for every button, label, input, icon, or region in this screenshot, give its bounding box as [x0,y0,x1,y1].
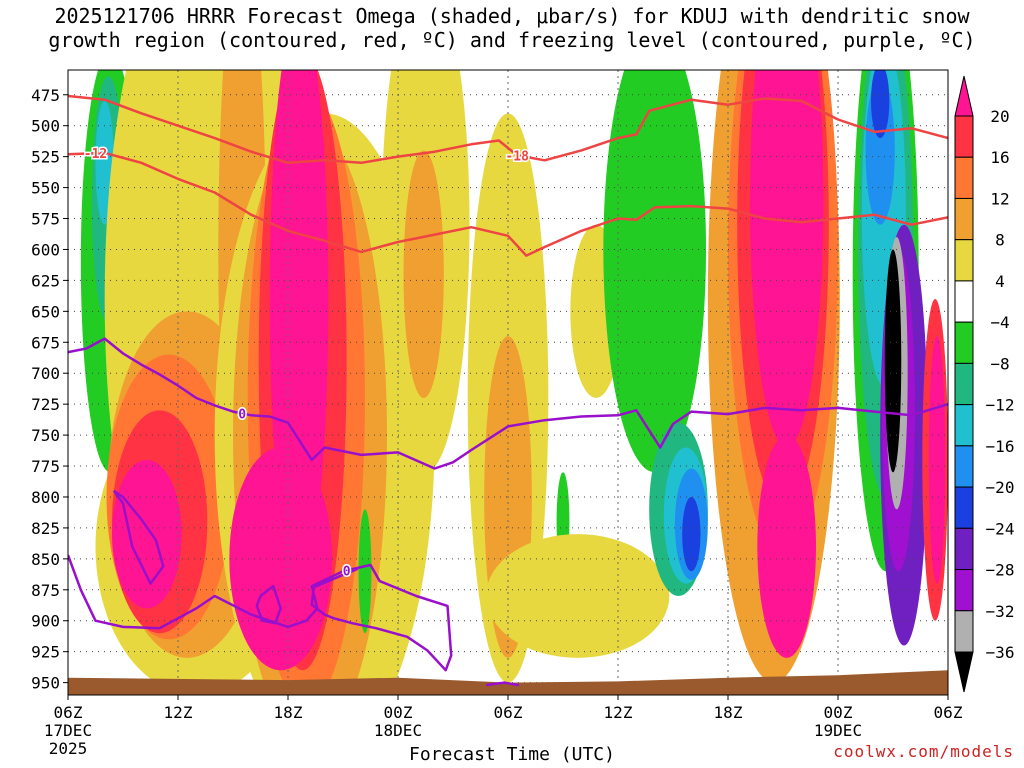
freezing-contour [68,554,453,672]
y-tick-label: 500 [31,117,60,136]
colorbar-segment [954,280,974,323]
colorbar-label: −32 [986,602,1015,621]
colorbar: 20 16 12 8 4 −4 −8 −12 −16 −20 −24 −28 −32 −36 [954,75,1015,693]
y-tick-label: 575 [31,210,60,229]
colorbar-segment [954,197,974,241]
y-tick-label: 700 [31,364,60,383]
omega-shade-region [884,249,902,473]
freezing-contour-label: 0 [238,407,246,422]
colorbar-segment [954,527,974,571]
chart-title: 2025121706 HRRR Forecast Omega (shaded, … [0,4,1024,52]
dendritic-contour-label: -12 [84,147,107,162]
title-line-1: 2025121706 HRRR Forecast Omega (shaded, … [54,4,970,28]
colorbar-label: −16 [986,437,1015,456]
colorbar-label: 20 [990,107,1009,126]
colorbar-label: −4 [990,313,1009,332]
omega-shade-region [682,496,701,572]
y-axis: 475 500 525 550 575 600 625 650 675 700 725 750 775 8… [31,86,68,693]
x-tick-year-label: 2025 [49,739,88,758]
dendritic-contour [68,94,948,165]
colorbar-segment [954,404,974,447]
colorbar-label: 4 [995,272,1005,291]
colorbar-label: −36 [986,643,1015,662]
freezing-contour-label: 0 [343,564,351,579]
y-tick-label: 600 [31,240,60,259]
omega-shade-region [750,70,824,448]
colorbar-label: −24 [986,519,1015,538]
x-tick-date-label: 18DEC [374,721,422,740]
colorbar-label: −20 [986,478,1015,497]
x-axis-title: Forecast Time (UTC) [409,744,615,765]
colorbar-label: 8 [995,231,1005,250]
y-tick-label: 850 [31,550,60,569]
x-tick-date-label: 17DEC [44,721,92,740]
x-tick-date-label: 19DEC [814,721,862,740]
title-line-2: growth region (contoured, red, ºC) and f… [48,28,976,52]
colorbar-top-arrow [954,75,974,117]
y-tick-label: 650 [31,302,60,321]
omega-shade-region [358,509,372,634]
x-tick-label: 06Z [934,703,963,722]
y-tick-label: 675 [31,333,60,352]
omega-shade-region [871,70,890,139]
contour-lines: -12 -18 0 0 [68,94,948,687]
omega-shade-region [603,70,706,473]
y-tick-label: 800 [31,488,60,507]
y-tick-label: 875 [31,581,60,600]
colorbar-segment [954,445,974,488]
y-tick-label: 475 [31,86,60,105]
y-tick-label: 825 [31,519,60,538]
omega-shading [80,70,948,695]
colorbar-label: 16 [990,148,1009,167]
colorbar-bottom-arrow [954,651,974,693]
colorbar-label: −8 [990,354,1009,373]
dendritic-contour [68,151,948,257]
colorbar-label: −12 [986,396,1015,415]
colorbar-segment [954,362,974,406]
omega-shade-region [486,534,670,658]
colorbar-segment [954,569,974,612]
freezing-contour [485,681,520,687]
x-tick-label: 06Z [494,703,523,722]
colorbar-label: −28 [986,561,1015,580]
y-tick-label: 625 [31,271,60,290]
omega-shade-region [403,150,444,398]
omega-shade-region [229,447,332,671]
y-tick-label: 725 [31,395,60,414]
colorbar-segment [954,610,974,653]
x-tick-label: 18Z [274,703,303,722]
colorbar-segment [954,115,974,158]
y-tick-label: 525 [31,148,60,167]
y-tick-label: 925 [31,643,60,662]
y-tick-label: 775 [31,457,60,476]
colorbar-label: 12 [990,189,1009,208]
y-tick-label: 900 [31,612,60,631]
y-tick-label: 950 [31,674,60,693]
x-tick-label: 06Z [54,703,83,722]
omega-shade-region [112,459,182,609]
x-tick-label: 18Z [714,703,743,722]
x-tick-label: 00Z [824,703,853,722]
freezing-contour [255,584,282,625]
colorbar-segment [954,239,974,282]
colorbar-segment [954,156,974,199]
x-tick-label: 12Z [164,703,193,722]
grid-lines [68,70,948,695]
freezing-contour [68,337,948,470]
dendritic-contour-label: -18 [505,149,529,164]
omega-shade-region [757,435,817,658]
x-tick-label: 12Z [604,703,633,722]
colorbar-segment [954,486,974,529]
credit-text: coolwx.com/models [833,742,1014,761]
freezing-contour [112,489,165,585]
x-tick-label: 00Z [384,703,413,722]
y-tick-label: 550 [31,179,60,198]
y-tick-label: 750 [31,426,60,445]
omega-shade-region [928,336,946,584]
colorbar-segment [954,321,974,364]
